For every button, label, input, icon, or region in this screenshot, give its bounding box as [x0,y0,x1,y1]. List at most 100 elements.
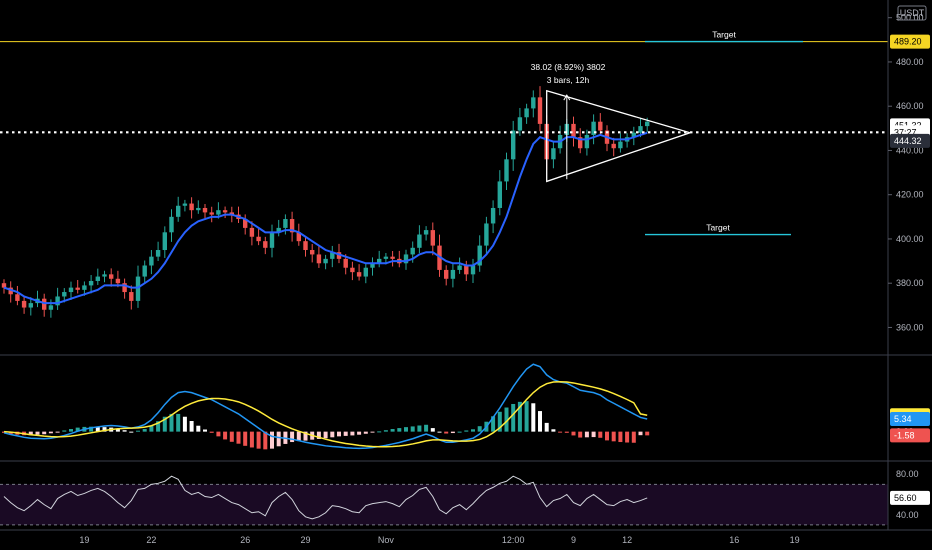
macd-histogram-bar [236,431,241,444]
macd-histogram-bar [42,431,47,435]
badge-rsi-value-bg [890,490,930,505]
macd-histogram-bar [377,431,382,433]
badge-target-price-bg [890,34,930,49]
macd-histogram-bar [410,426,415,432]
candle-body [182,203,188,206]
macd-histogram-bar [337,431,341,437]
macd-histogram-bar [517,401,522,432]
price-tick-label: 500.00 [896,13,924,23]
candles-group [1,86,650,318]
candle-body [490,207,496,224]
candle-body [631,132,636,138]
signal-line [3,381,648,448]
macd-histogram-bar [450,431,455,434]
candle-body [296,232,301,242]
macd-histogram-bar [397,428,402,432]
macd-histogram-bar [189,421,194,432]
candle-body [102,274,107,277]
macd-histogram-bar [343,431,348,436]
macd-histogram-bar [89,426,94,432]
candle-body [343,258,348,268]
candle-body [155,250,161,257]
candle-body [571,123,576,138]
candle-body [196,207,201,211]
drawings-group: Target Target 38.02 (8.92%) 3802 3 bars, 12… [0,30,888,236]
candle-body [202,207,208,213]
price-tick-label: 480.00 [896,57,924,67]
macd-histogram-bar [531,403,536,432]
macd-histogram-bar [558,431,563,433]
candle-body [216,210,221,215]
macd-histogram-bar [571,431,576,436]
rsi-panel: 40.00 80.00 [0,469,919,526]
candle-body [524,108,529,118]
macd-histogram-bar [48,431,53,434]
candle-body [591,121,596,135]
macd-histogram-bar [638,431,643,436]
x-tick-label: 9 [571,535,576,545]
candle-body [598,121,603,131]
macd-histogram-bar [497,411,502,432]
candle-body [377,258,382,264]
rsi-band-fill [0,484,888,525]
candle-body [75,287,80,290]
macd-histogram-bar [464,430,469,432]
macd-histogram-bar [477,426,482,432]
candle-body [109,274,114,279]
candle-body [21,300,27,308]
macd-histogram-bar [243,431,248,446]
candle-body [149,256,154,266]
measure-bars-label: 3 bars, 12h [547,75,590,85]
rsi-tick-label: 40.00 [896,510,919,520]
macd-histogram-bar [424,424,429,432]
candle-body [189,203,194,211]
candle-body [323,258,328,264]
candle-body [55,296,60,306]
macd-histogram-bar [115,428,120,432]
macd-histogram-bar [390,429,395,432]
macd-histogram-bar [323,431,328,439]
macd-histogram-bar [524,401,529,432]
ma-line [3,131,648,305]
x-tick-label: 19 [79,535,89,545]
candle-body [578,137,583,149]
target-lower-label: Target [706,223,730,233]
candle-body [229,212,234,215]
macd-histogram-bar [330,431,335,438]
badge-countdown: 37:27 [894,127,917,137]
macd-histogram-bar [62,430,67,432]
macd-histogram-bar [28,431,33,436]
candle-body [450,269,456,279]
macd-histogram-bar [203,429,207,432]
rsi-line [3,475,648,520]
candle-body [316,254,322,264]
macd-histogram-bar [75,427,80,432]
candle-body [256,236,261,242]
candle-body [504,159,509,182]
candle-body [263,241,268,248]
macd-histogram-bar [611,431,616,442]
macd-histogram-bar [457,431,462,433]
candle-body [430,230,435,246]
macd-histogram-bar [564,431,569,433]
macd-histogram-bar [156,421,161,432]
macd-histogram-bar [538,411,542,432]
currency-badge: USDT [900,8,925,18]
macd-histogram-bar [491,416,496,432]
candle-body [243,219,248,228]
candle-body [363,267,368,277]
candle-body [8,287,13,295]
candle-body [310,250,315,255]
candle-body [611,143,616,149]
macd-histogram-bar [102,427,107,432]
macd-histogram-bar [471,429,475,432]
candle-body [48,305,54,310]
candle-body [222,210,228,213]
badge-macd-value: -1.58 [894,430,915,440]
macd-histogram-bar [350,431,355,436]
macd-histogram-bar [591,431,596,438]
macd-histogram-bar [142,429,147,432]
x-tick-label: 19 [790,535,800,545]
macd-histogram-bar [618,431,623,443]
